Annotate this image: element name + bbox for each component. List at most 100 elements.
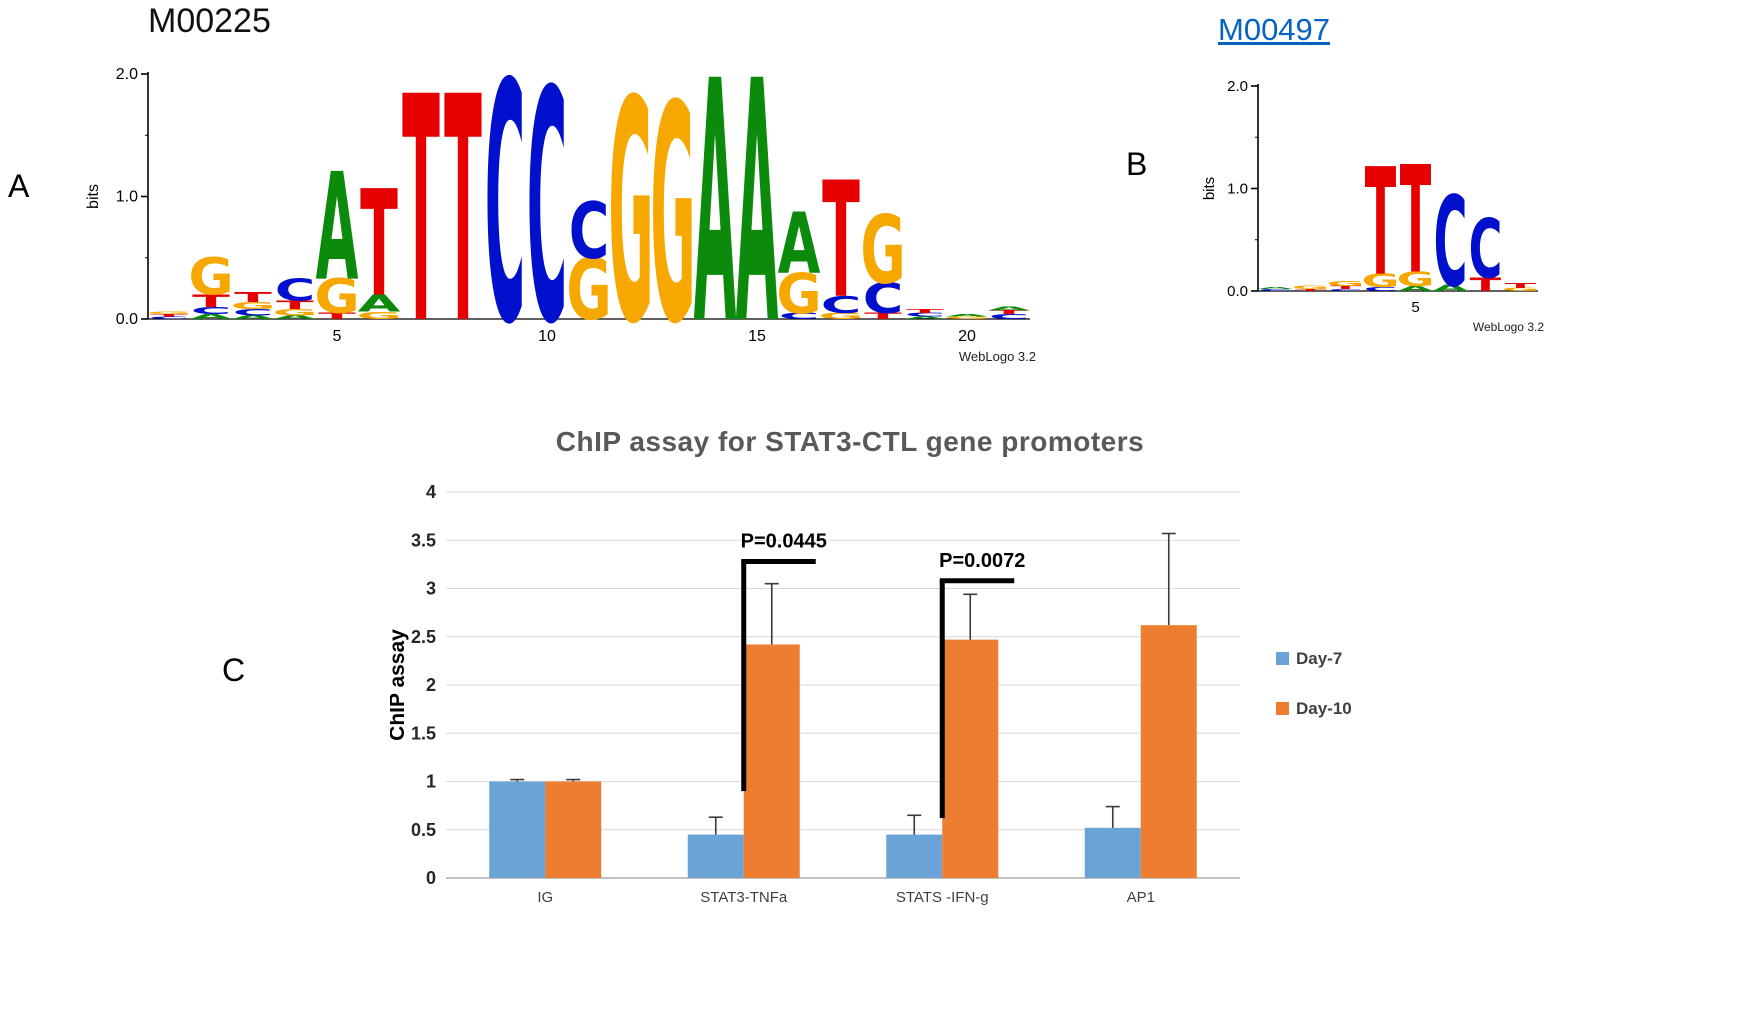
legend-label: Day-10 — [1296, 699, 1352, 718]
logo-letter-A: A — [904, 316, 948, 320]
svg-text:20: 20 — [958, 328, 976, 345]
category-label: STAT3-TNFa — [700, 889, 788, 906]
svg-text:ChIP assay: ChIP assay — [390, 629, 409, 741]
logo-letter-G: G — [1292, 285, 1330, 290]
logo-letter-G: G — [1327, 279, 1365, 287]
logo-letter-G: G — [1362, 270, 1400, 291]
logo-letter-C: C — [863, 274, 904, 324]
p-value-label: P=0.0445 — [741, 530, 827, 552]
weblogo-watermark: WebLogo 3.2 — [959, 349, 1036, 364]
logo-letter-C: C — [191, 305, 232, 317]
logo-letter-C: C — [1329, 288, 1363, 291]
panel-c-label: C — [222, 652, 246, 688]
legend-label: Day-7 — [1296, 649, 1342, 668]
logo-letter-C: C — [821, 292, 862, 319]
logo-letter-A: A — [988, 306, 1032, 312]
weblogo-watermark: WebLogo 3.2 — [1473, 320, 1544, 334]
logo-letter-C: C — [1469, 203, 1503, 298]
logo-letter-A: A — [358, 291, 401, 318]
logo-letter-T: T — [150, 314, 188, 318]
panel-b-label: B — [1126, 146, 1148, 182]
logo-letter-T: T — [234, 290, 272, 305]
logo-letter-C: C — [275, 273, 316, 308]
panel-b-title-link[interactable]: M00497 — [1218, 12, 1331, 47]
logo-letter-C: C — [149, 316, 190, 320]
svg-text:5: 5 — [1411, 299, 1419, 316]
panel-a-title: M00225 — [148, 2, 271, 40]
logo-letter-A: A — [778, 195, 821, 293]
bar-Day-7-IG — [489, 781, 546, 878]
logo-letter-T: T — [1330, 285, 1362, 290]
svg-text:10: 10 — [538, 328, 556, 345]
p-value-label: P=0.0072 — [939, 550, 1025, 572]
logo-letter-T: T — [906, 308, 944, 314]
logo-letter-T: T — [990, 310, 1028, 316]
svg-text:3.5: 3.5 — [411, 530, 436, 550]
svg-text:1.0: 1.0 — [1227, 181, 1248, 198]
legend-swatch-Day-7 — [1276, 652, 1289, 665]
logo-letter-T: T — [402, 62, 440, 367]
logo-letter-T: T — [444, 62, 482, 367]
logo-letter-A: A — [190, 313, 234, 321]
logo-letter-G: G — [272, 308, 317, 318]
logo-letter-C: C — [989, 313, 1030, 321]
logo-letter-G: G — [1397, 268, 1435, 291]
logo-letter-T: T — [1400, 135, 1431, 306]
logo-letter-T: T — [276, 299, 315, 313]
svg-text:3: 3 — [426, 579, 436, 599]
logo-letter-T: T — [1470, 274, 1502, 295]
logo-letter-A: A — [1398, 284, 1434, 292]
svg-text:bits: bits — [1201, 177, 1218, 200]
logo-letter-A: A — [946, 314, 990, 318]
logo-letter-G: G — [356, 310, 401, 322]
logo-letter-G: G — [1502, 287, 1540, 292]
svg-text:4: 4 — [426, 482, 436, 502]
logo-letter-A: A — [694, 62, 737, 367]
logo-letter-C: C — [485, 62, 526, 367]
logo-letter-T: T — [864, 311, 902, 321]
logo-letter-C: C — [1434, 170, 1468, 314]
logo-letter-A: A — [1433, 283, 1469, 293]
bar-Day-7-STAT3-TNFa — [687, 834, 744, 878]
svg-text:0: 0 — [426, 868, 436, 888]
chip-assay-bar-chart: 0 0.5 1 1.5 2 2.5 3 3.5 4 ChIP assay IG STAT3-TNFa S… — [390, 482, 1352, 906]
svg-text:2: 2 — [426, 675, 436, 695]
logo-letter-G: G — [776, 263, 821, 327]
logo-letter-T: T — [318, 311, 356, 321]
logo-letter-G: G — [860, 196, 905, 306]
logo-letter-G: G — [608, 62, 653, 367]
bar-Day-10-AP1 — [1140, 625, 1197, 878]
svg-text:0.0: 0.0 — [116, 311, 138, 328]
logo-letter-G: G — [188, 249, 233, 307]
bar-Day-10-IG — [545, 781, 602, 878]
logo-letter-G: G — [944, 316, 989, 320]
logo-letter-G: G — [566, 241, 611, 339]
logo-letter-T: T — [1295, 288, 1327, 291]
bar-Day-7-AP1 — [1084, 827, 1141, 878]
svg-text:5: 5 — [333, 328, 342, 345]
svg-text:0.5: 0.5 — [411, 820, 436, 840]
bar-Day-10-STAT3-TNFa — [743, 644, 800, 878]
logo-letter-T: T — [1505, 281, 1537, 289]
svg-text:bits: bits — [85, 184, 102, 209]
logo-letter-A: A — [316, 143, 359, 314]
logo-letter-G: G — [818, 311, 863, 321]
svg-text:2.0: 2.0 — [1227, 78, 1248, 95]
logo-letter-G: G — [650, 62, 695, 367]
svg-text:1.0: 1.0 — [116, 189, 138, 206]
panel-a-label: A — [8, 168, 30, 204]
logo-letter-C: C — [569, 186, 610, 276]
logo-letter-C: C — [233, 308, 274, 318]
bar-Day-10-STATS -IFN-g — [942, 639, 999, 878]
logo-letter-G: G — [314, 270, 359, 325]
logo-letter-A: A — [274, 315, 318, 321]
logo-letter-A: A — [1258, 286, 1295, 289]
svg-text:1: 1 — [426, 772, 436, 792]
logo-letter-C: C — [1259, 288, 1293, 291]
logo-letter-C: C — [527, 62, 568, 367]
chart-title: ChIP assay for STAT3-CTL gene promoters — [555, 426, 1145, 457]
logo-letter-T: T — [822, 149, 860, 335]
logo-letter-T: T — [1365, 137, 1396, 308]
